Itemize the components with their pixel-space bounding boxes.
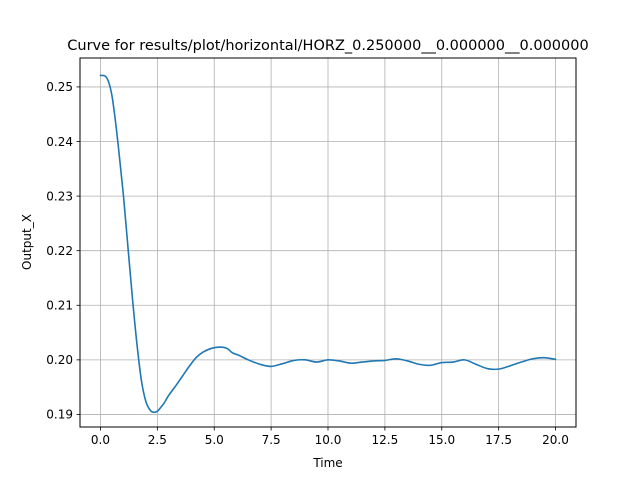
y-tick-label: 0.20 [46,353,73,367]
x-tick-label: 10.0 [315,433,342,447]
y-axis-title: Output_X [20,214,34,270]
x-tick-label: 15.0 [428,433,455,447]
x-tick-label: 5.0 [205,433,224,447]
ticks: 0.0 2.5 5.0 7.5 10.0 12.5 15.0 17.5 20.0 0.19 0.20… [46,80,569,447]
x-tick-label: 0.0 [91,433,110,447]
y-tick-label: 0.19 [46,408,73,422]
y-tick-label: 0.22 [46,244,73,258]
y-tick-label: 0.23 [46,189,73,203]
x-tick-label: 12.5 [372,433,399,447]
x-axis-title: Time [312,456,342,470]
x-tick-label: 2.5 [148,433,167,447]
y-tick-label: 0.25 [46,80,73,94]
x-tick-label: 20.0 [542,433,569,447]
x-tick-label: 7.5 [262,433,281,447]
y-tick-label: 0.21 [46,299,73,313]
series-group [99,74,557,414]
y-tick-label: 0.24 [46,135,73,149]
series-line [99,74,557,414]
chart-title: Curve for results/plot/horizontal/HORZ_0… [67,38,588,54]
x-tick-label: 17.5 [485,433,512,447]
